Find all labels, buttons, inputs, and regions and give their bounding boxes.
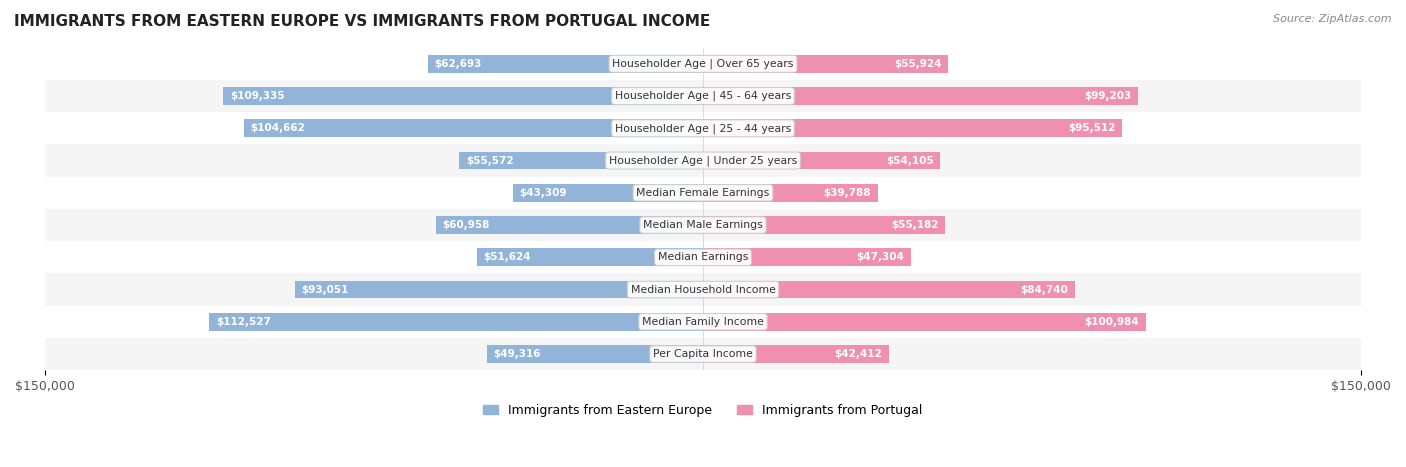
Bar [243,120,703,137]
Bar [45,274,1361,306]
Text: $112,527: $112,527 [217,317,271,327]
Bar [45,209,1361,241]
Text: $95,512: $95,512 [1069,123,1115,133]
Text: $55,924: $55,924 [894,59,942,69]
Bar [703,313,1146,331]
Text: $62,693: $62,693 [434,59,482,69]
Text: Householder Age | 25 - 44 years: Householder Age | 25 - 44 years [614,123,792,134]
Bar [45,112,1361,144]
Bar [703,345,889,363]
Bar [45,338,1361,370]
Text: IMMIGRANTS FROM EASTERN EUROPE VS IMMIGRANTS FROM PORTUGAL INCOME: IMMIGRANTS FROM EASTERN EUROPE VS IMMIGR… [14,14,710,29]
Bar [703,152,941,170]
Bar [45,306,1361,338]
Bar [45,144,1361,177]
Bar [45,48,1361,80]
Legend: Immigrants from Eastern Europe, Immigrants from Portugal: Immigrants from Eastern Europe, Immigran… [478,399,928,422]
Bar [703,87,1139,105]
Text: Median Earnings: Median Earnings [658,252,748,262]
Text: Householder Age | 45 - 64 years: Householder Age | 45 - 64 years [614,91,792,101]
Bar [436,216,703,234]
Text: $43,309: $43,309 [520,188,567,198]
Text: $104,662: $104,662 [250,123,305,133]
Bar [703,55,948,73]
Bar [703,216,945,234]
Text: $42,412: $42,412 [835,349,883,359]
Bar [477,248,703,266]
Text: Householder Age | Under 25 years: Householder Age | Under 25 years [609,156,797,166]
Bar [703,184,877,202]
Text: Source: ZipAtlas.com: Source: ZipAtlas.com [1274,14,1392,24]
Bar [224,87,703,105]
Text: Median Family Income: Median Family Income [643,317,763,327]
Text: $84,740: $84,740 [1021,284,1069,295]
Bar [45,177,1361,209]
Text: $55,572: $55,572 [465,156,513,166]
Text: Per Capita Income: Per Capita Income [652,349,754,359]
Text: $39,788: $39,788 [824,188,870,198]
Text: $47,304: $47,304 [856,252,904,262]
Bar [427,55,703,73]
Text: $93,051: $93,051 [301,284,349,295]
Text: $60,958: $60,958 [441,220,489,230]
Bar [513,184,703,202]
Bar [703,120,1122,137]
Text: $99,203: $99,203 [1084,91,1132,101]
Text: $100,984: $100,984 [1084,317,1139,327]
Text: $54,105: $54,105 [886,156,934,166]
Text: Householder Age | Over 65 years: Householder Age | Over 65 years [612,58,794,69]
Text: Median Household Income: Median Household Income [630,284,776,295]
Bar [460,152,703,170]
Text: $51,624: $51,624 [484,252,530,262]
Text: $109,335: $109,335 [231,91,284,101]
Bar [209,313,703,331]
Bar [486,345,703,363]
Bar [703,281,1074,298]
Text: $55,182: $55,182 [891,220,939,230]
Text: Median Female Earnings: Median Female Earnings [637,188,769,198]
Bar [703,248,911,266]
Bar [45,241,1361,274]
Text: Median Male Earnings: Median Male Earnings [643,220,763,230]
Bar [295,281,703,298]
Bar [45,80,1361,112]
Text: $49,316: $49,316 [494,349,541,359]
